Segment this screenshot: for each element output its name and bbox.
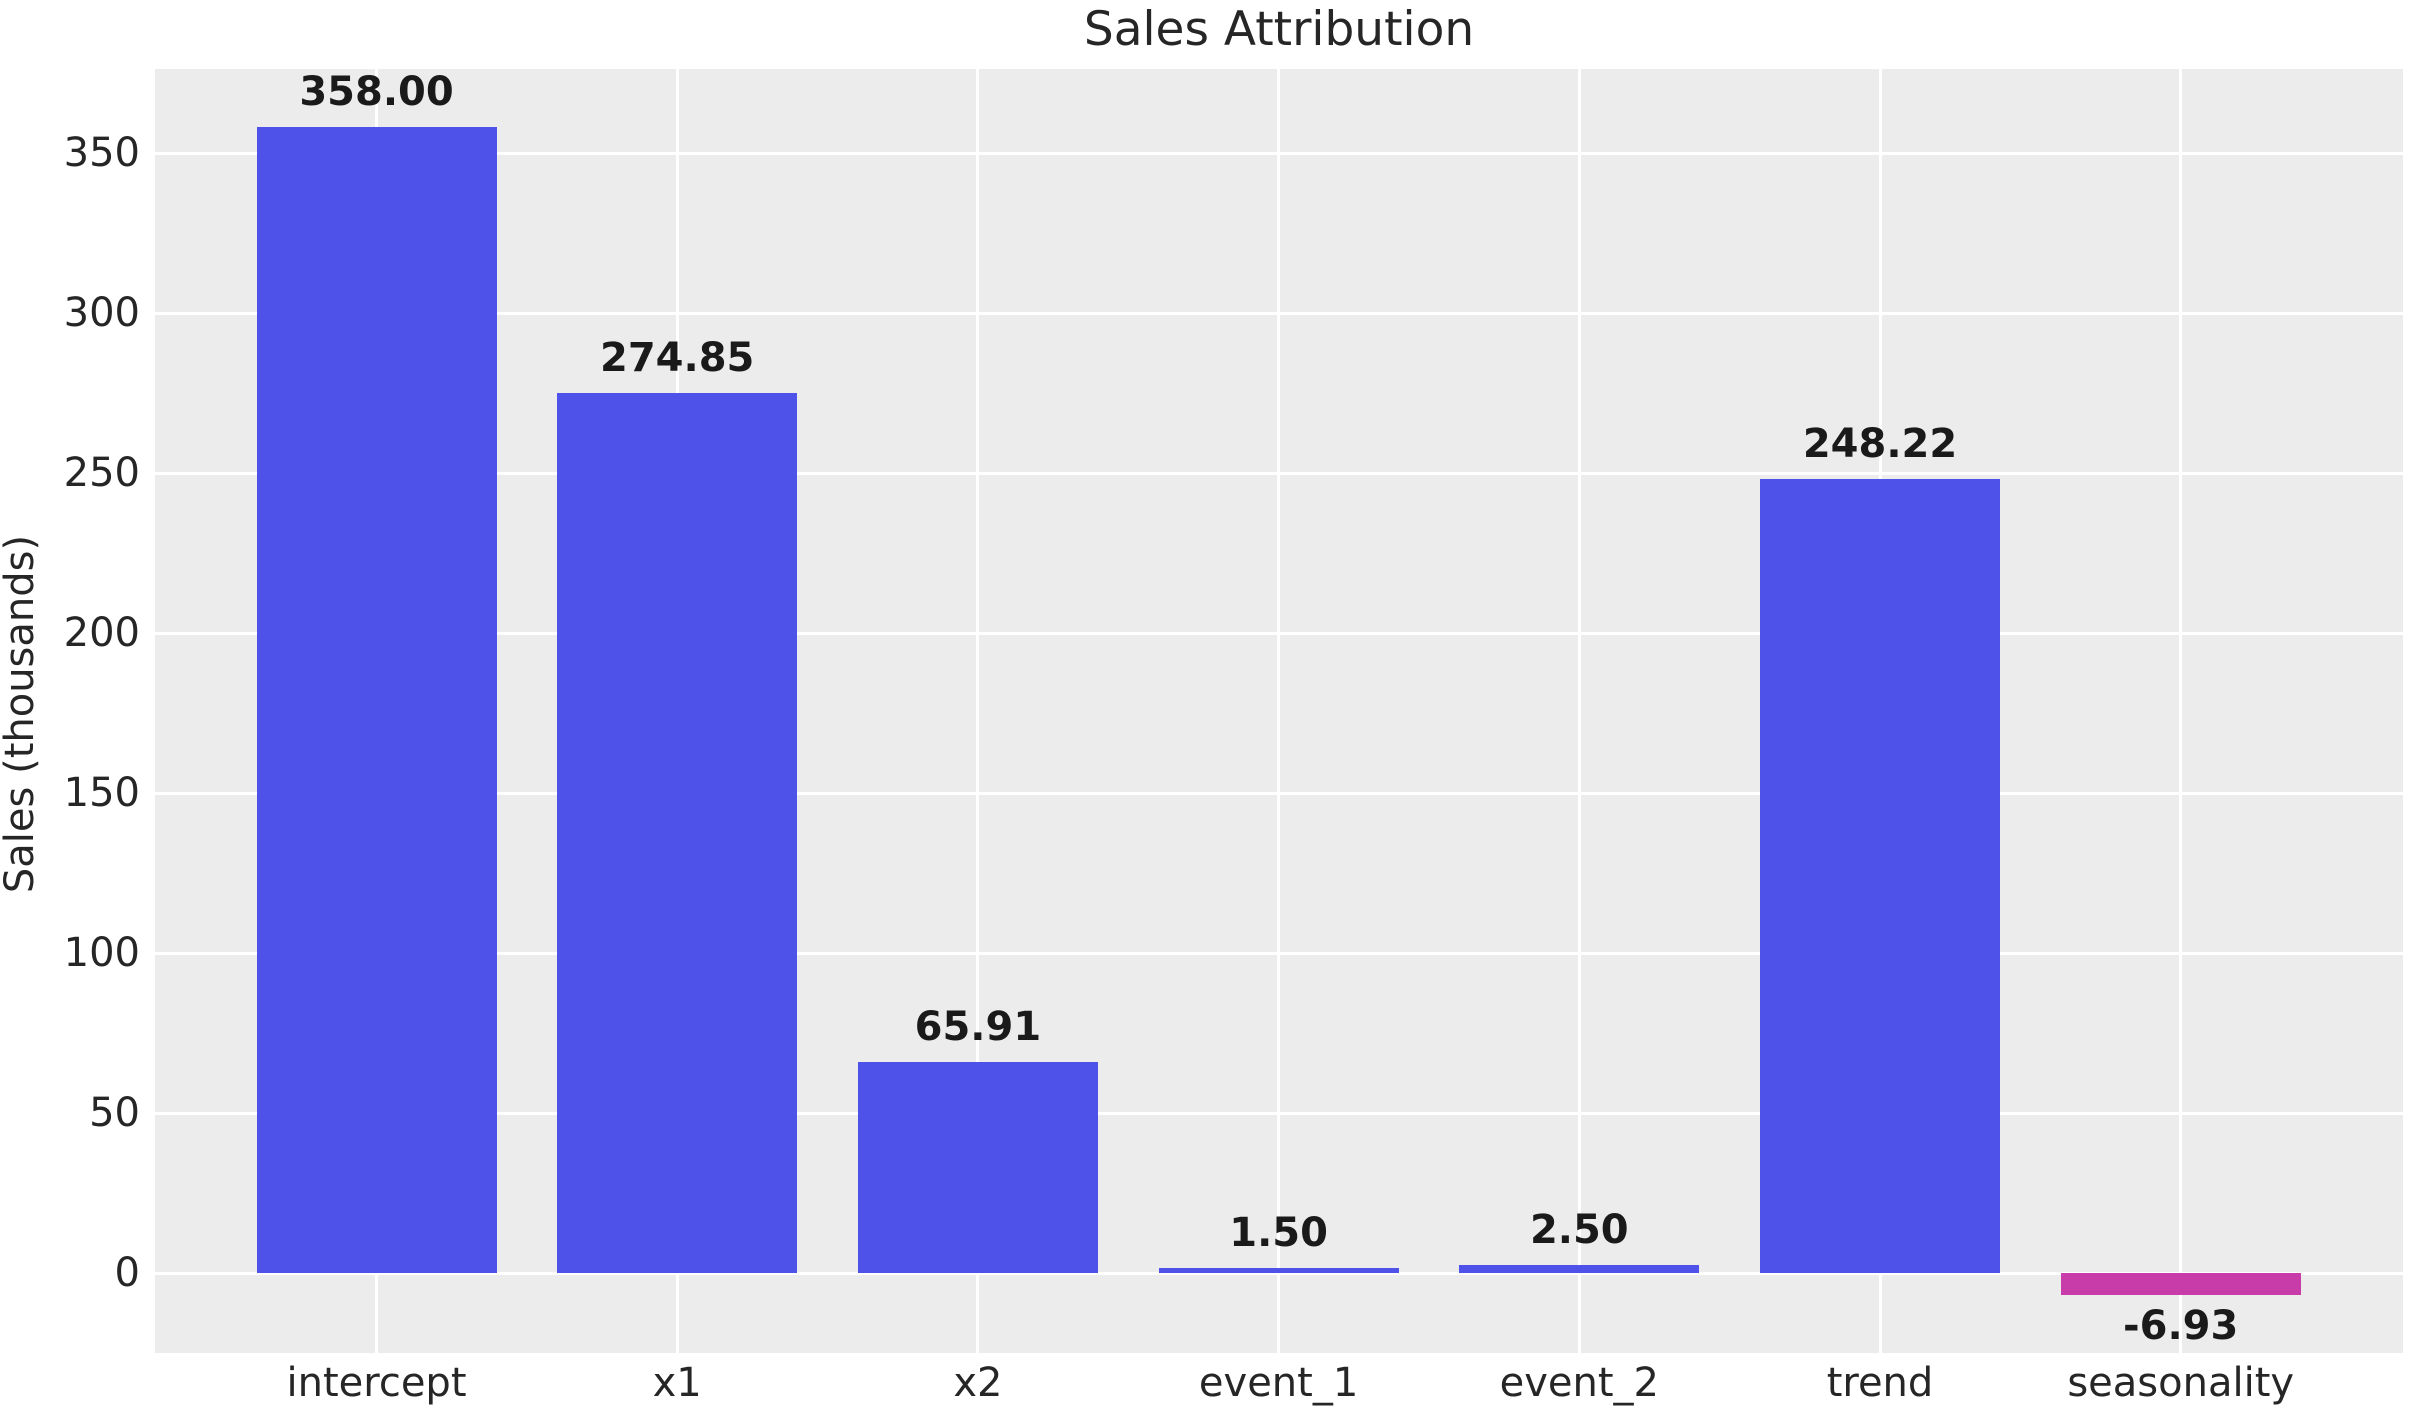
gridline-x-event_1 <box>1277 69 1281 1353</box>
value-label-x1: 274.85 <box>600 335 755 382</box>
xtick-label-x1: x1 <box>652 1360 702 1406</box>
bar-seasonality <box>2060 1273 2301 1296</box>
plot-area <box>155 69 2403 1353</box>
y-axis-label: Sales (thousands) <box>0 534 43 894</box>
bar-trend <box>1760 478 2000 1273</box>
xtick-label-event_1: event_1 <box>1198 1360 1359 1406</box>
ytick-label-0: 0 <box>114 1250 140 1296</box>
xtick-label-event_2: event_2 <box>1499 1360 1659 1406</box>
bar-event_2 <box>1459 1265 1700 1273</box>
chart-title: Sales Attribution <box>1083 2 1475 57</box>
ytick-label-50: 50 <box>89 1090 140 1136</box>
bar-event_1 <box>1158 1268 1399 1273</box>
value-label-event_1: 1.50 <box>1229 1210 1328 1257</box>
bar-x2 <box>857 1062 1098 1273</box>
ytick-label-100: 100 <box>63 930 140 976</box>
value-label-x2: 65.91 <box>914 1004 1042 1051</box>
xtick-label-intercept: intercept <box>286 1360 467 1406</box>
value-label-event_2: 2.50 <box>1529 1207 1629 1253</box>
xtick-label-x2: x2 <box>953 1360 1003 1406</box>
value-label-seasonality: -6.93 <box>2123 1303 2239 1350</box>
ytick-label-350: 350 <box>63 130 140 176</box>
gridline-x-seasonality <box>2179 69 2183 1353</box>
value-label-intercept: 358.00 <box>299 69 454 116</box>
gridline-x-event_2 <box>1577 69 1581 1353</box>
xtick-label-trend: trend <box>1826 1360 1934 1406</box>
bar-x1 <box>557 393 798 1273</box>
value-label-trend: 248.22 <box>1802 420 1958 467</box>
gridline-x-x2 <box>976 69 980 1353</box>
ytick-label-200: 200 <box>63 610 140 656</box>
bar-intercept <box>256 127 497 1273</box>
xtick-label-seasonality: seasonality <box>2067 1360 2295 1406</box>
ytick-label-300: 300 <box>63 290 140 336</box>
ytick-label-150: 150 <box>63 770 140 816</box>
ytick-label-250: 250 <box>63 450 140 496</box>
